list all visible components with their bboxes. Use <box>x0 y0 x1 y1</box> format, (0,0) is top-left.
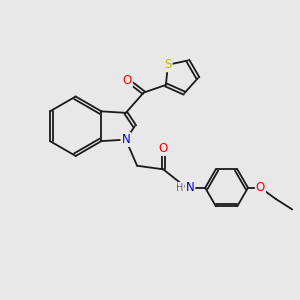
Text: O: O <box>256 181 265 194</box>
Text: O: O <box>123 74 132 87</box>
Text: S: S <box>164 58 172 71</box>
Text: N: N <box>122 133 130 146</box>
Text: H: H <box>176 183 184 193</box>
Text: O: O <box>159 142 168 155</box>
Text: N: N <box>186 181 194 194</box>
